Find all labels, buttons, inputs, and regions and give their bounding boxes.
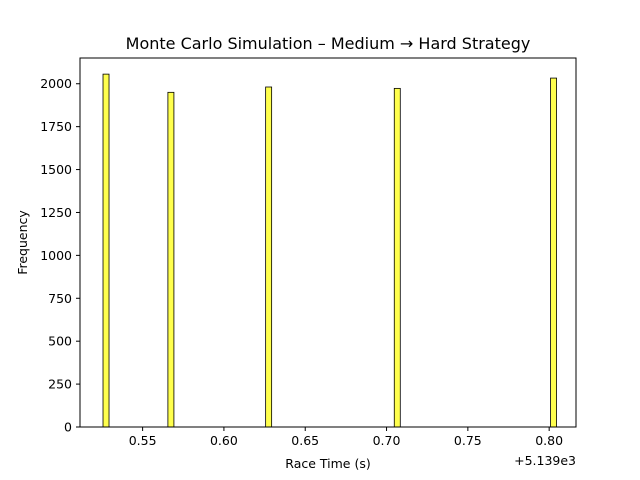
y-axis-ticks: 0 250 500 750 1000 1250 1500 1750 2000 — [40, 76, 80, 435]
x-tick-label: 0.65 — [291, 433, 319, 448]
x-tick-label: 0.60 — [210, 433, 238, 448]
x-tick-label: 0.70 — [373, 433, 401, 448]
histogram-bar — [393, 87, 401, 428]
x-tick-label: 0.80 — [535, 433, 563, 448]
y-tick-label: 0 — [64, 420, 72, 435]
chart-title: Monte Carlo Simulation – Medium → Hard S… — [126, 34, 531, 53]
y-tick-label: 250 — [48, 377, 72, 392]
histogram-bar — [265, 86, 273, 428]
y-tick-label: 1500 — [40, 162, 72, 177]
y-tick-label: 750 — [48, 291, 72, 306]
y-tick-label: 1000 — [40, 248, 72, 263]
x-tick-label: 0.75 — [454, 433, 482, 448]
y-axis-label: Frequency — [15, 210, 30, 275]
x-axis-offset-label: +5.139e3 — [514, 453, 576, 468]
plot-frame — [79, 57, 577, 428]
y-tick-label: 1750 — [40, 119, 72, 134]
bars-layer — [102, 73, 557, 428]
x-axis-ticks: 0.55 0.60 0.65 0.70 0.75 0.80 — [129, 427, 563, 448]
x-tick-label: 0.55 — [129, 433, 157, 448]
x-axis-label: Race Time (s) — [285, 456, 370, 471]
histogram-bar — [550, 77, 557, 428]
y-tick-label: 2000 — [40, 76, 72, 91]
y-tick-label: 1250 — [40, 205, 72, 220]
y-tick-label: 500 — [48, 334, 72, 349]
histogram-bar — [102, 73, 110, 428]
histogram-bar — [167, 91, 175, 428]
